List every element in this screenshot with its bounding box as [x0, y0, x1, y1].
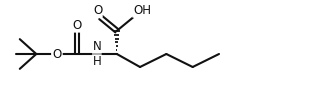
- Text: O: O: [52, 48, 61, 60]
- Text: N: N: [92, 40, 101, 53]
- Text: O: O: [72, 19, 82, 32]
- Text: OH: OH: [133, 4, 151, 17]
- Text: H: H: [92, 55, 101, 68]
- Text: O: O: [93, 4, 102, 17]
